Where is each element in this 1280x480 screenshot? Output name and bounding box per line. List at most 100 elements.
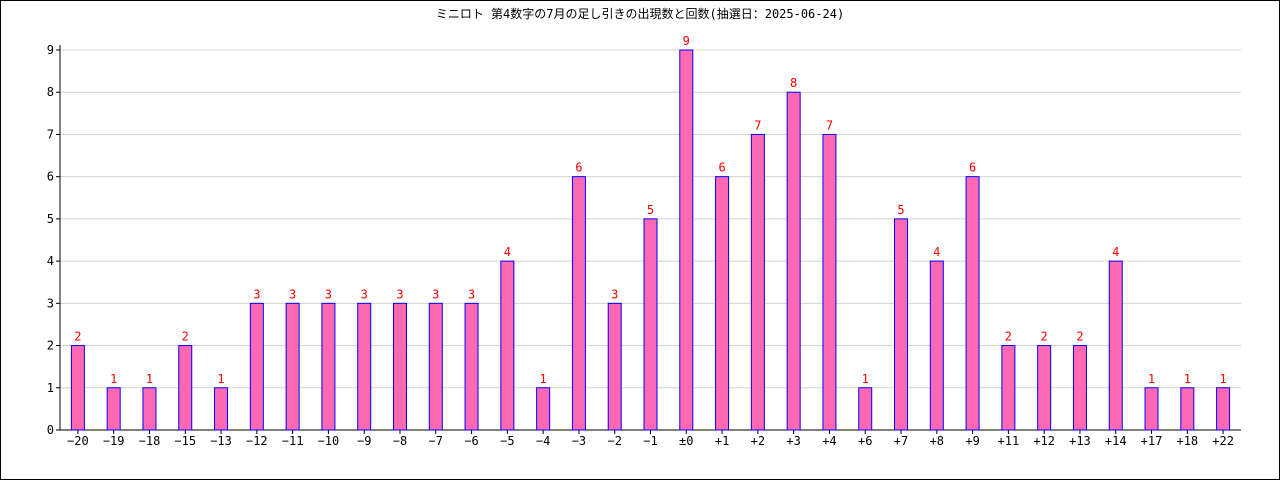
bar (357, 302, 372, 431)
bar (715, 176, 730, 431)
y-tick-label: 3 (47, 296, 54, 310)
x-tick-label: +12 (1033, 434, 1055, 448)
data-label: 1 (540, 372, 547, 386)
x-tick-label: −19 (103, 434, 125, 448)
x-tick-label: −15 (174, 434, 196, 448)
x-tick-label: −10 (318, 434, 340, 448)
data-label: 4 (933, 245, 940, 259)
bar (142, 387, 157, 431)
x-tick-label: −6 (464, 434, 478, 448)
data-label: 1 (146, 372, 153, 386)
bar (1144, 387, 1159, 431)
x-tick-label: +8 (930, 434, 944, 448)
y-tick-label: 9 (47, 43, 54, 57)
bar (249, 302, 264, 431)
data-label: 4 (504, 245, 511, 259)
y-tick-label: 6 (47, 170, 54, 184)
data-label: 2 (1005, 330, 1012, 344)
bar (1072, 345, 1087, 431)
x-tick-label: +4 (822, 434, 836, 448)
data-label: 3 (325, 287, 332, 301)
bar (1037, 345, 1052, 431)
data-label: 3 (396, 287, 403, 301)
data-label: 1 (1148, 372, 1155, 386)
x-tick-label: +7 (894, 434, 908, 448)
x-tick-label: +2 (751, 434, 765, 448)
data-label: 1 (1184, 372, 1191, 386)
bar (70, 345, 85, 431)
x-tick-label: +14 (1105, 434, 1127, 448)
data-label: 3 (432, 287, 439, 301)
x-tick-label: −9 (357, 434, 371, 448)
data-label: 4 (1112, 245, 1119, 259)
x-tick-label: −20 (67, 434, 89, 448)
x-tick-label: +9 (965, 434, 979, 448)
y-tick-label: 7 (47, 127, 54, 141)
x-tick-label: −7 (429, 434, 443, 448)
bar (536, 387, 551, 431)
x-tick-label: −18 (139, 434, 161, 448)
data-label: 5 (647, 203, 654, 217)
bar (929, 260, 944, 431)
x-tick-label: +13 (1069, 434, 1091, 448)
bar (321, 302, 336, 431)
data-label: 6 (718, 161, 725, 175)
bar (285, 302, 300, 431)
y-tick-label: 0 (47, 423, 54, 437)
data-label: 3 (253, 287, 260, 301)
bar (894, 218, 909, 431)
bar (679, 49, 694, 431)
data-label: 1 (1219, 372, 1226, 386)
data-label: 2 (182, 330, 189, 344)
bar (106, 387, 121, 431)
data-label: 3 (289, 287, 296, 301)
data-label: 7 (826, 118, 833, 132)
x-tick-label: +17 (1141, 434, 1163, 448)
x-tick-label: −12 (246, 434, 268, 448)
data-label: 3 (361, 287, 368, 301)
x-tick-label: +6 (858, 434, 872, 448)
chart-title: ミニロト 第4数字の7月の足し引きの出現数と回数(抽選日：2025-06-24) (435, 7, 845, 21)
data-label: 5 (897, 203, 904, 217)
y-tick-label: 8 (47, 85, 54, 99)
y-tick-label: 4 (47, 254, 54, 268)
bar (965, 176, 980, 431)
bar (571, 176, 586, 431)
data-label: 1 (110, 372, 117, 386)
x-tick-label: −3 (572, 434, 586, 448)
data-label: 2 (1076, 330, 1083, 344)
y-tick-label: 5 (47, 212, 54, 226)
bar (1180, 387, 1195, 431)
x-tick-label: −1 (643, 434, 657, 448)
x-tick-label: −11 (282, 434, 304, 448)
data-label: 7 (754, 118, 761, 132)
data-label: 1 (862, 372, 869, 386)
bar (428, 302, 443, 431)
data-label: 6 (969, 161, 976, 175)
data-label: 9 (683, 34, 690, 48)
bar (607, 302, 622, 431)
bar (1001, 345, 1016, 431)
x-tick-label: ±0 (679, 434, 693, 448)
bar (786, 91, 801, 431)
x-tick-label: −8 (393, 434, 407, 448)
bar (1216, 387, 1231, 431)
x-tick-label: +22 (1212, 434, 1234, 448)
bar (750, 133, 765, 431)
y-tick-label: 2 (47, 339, 54, 353)
x-tick-label: −13 (210, 434, 232, 448)
bar (858, 387, 873, 431)
x-tick-label: +11 (998, 434, 1020, 448)
x-tick-label: +3 (786, 434, 800, 448)
bar (822, 133, 837, 431)
x-tick-label: +1 (715, 434, 729, 448)
x-tick-label: −4 (536, 434, 550, 448)
x-tick-label: −2 (607, 434, 621, 448)
bar (1108, 260, 1123, 431)
x-tick-label: +18 (1176, 434, 1198, 448)
bar (392, 302, 407, 431)
y-tick-label: 1 (47, 381, 54, 395)
data-label: 8 (790, 76, 797, 90)
bar (214, 387, 229, 431)
